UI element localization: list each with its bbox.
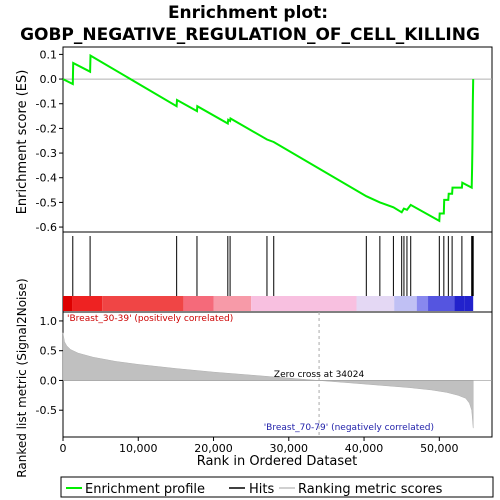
enrichment-profile-line <box>62 53 475 223</box>
metric-y-tick-label: 0.5 <box>40 345 58 358</box>
x-tick-label: 40,000 <box>345 442 384 455</box>
x-axis-label: Rank in Ordered Dataset <box>197 454 358 469</box>
rank-bar-segment <box>63 296 73 311</box>
legend-enrichment-label: Enrichment profile <box>85 482 205 497</box>
x-tick-label: 10,000 <box>119 442 158 455</box>
es-y-tick-label: -0.3 <box>36 147 57 160</box>
rank-bar-segment <box>416 296 429 311</box>
rank-bar-segment <box>464 296 474 311</box>
es-y-tick-label: -0.6 <box>36 221 57 234</box>
legend-hits-label: Hits <box>249 482 274 497</box>
metric-y-tick-label: -0.5 <box>36 404 57 417</box>
rank-bar-segment <box>394 296 417 311</box>
legend-metric-label: Ranking metric scores <box>298 482 443 497</box>
rank-bar-segment <box>213 296 252 311</box>
x-tick-label: 30,000 <box>270 442 309 455</box>
rank-bar-segment <box>251 296 357 311</box>
es-y-axis-label: Enrichment score (ES) <box>15 70 30 215</box>
hits-marks <box>72 236 474 296</box>
es-panel-frame <box>62 46 493 233</box>
metric-y-axis-label: Ranked list metric (Signal2Noise) <box>15 278 29 477</box>
rank-bar-segment <box>454 296 465 311</box>
legend-box <box>60 476 494 498</box>
rank-bar-segment <box>356 296 395 311</box>
x-tick-label: 20,000 <box>194 442 233 455</box>
rank-bar-segment <box>428 296 455 311</box>
es-y-tick-label: -0.2 <box>36 122 57 135</box>
metric-y-tick-label: 0.0 <box>40 374 58 387</box>
negative-correlation-label: 'Breast_70-79' (negatively correlated) <box>264 423 434 433</box>
rank-bar-segment <box>72 296 103 311</box>
es-y-tick-label: -0.4 <box>36 172 57 185</box>
x-tick-label: 50,000 <box>420 442 459 455</box>
es-y-tick-label: 0.0 <box>40 73 58 86</box>
x-tick-label: 0 <box>60 442 67 455</box>
rank-bar-segment <box>102 296 184 311</box>
chart-title-line2: GOBP_NEGATIVE_REGULATION_OF_CELL_KILLING <box>20 25 480 45</box>
zero-cross-label: Zero cross at 34024 <box>274 370 365 380</box>
x-axis-ticks: 0 10,000 20,000 30,000 40,000 50,000 <box>60 437 459 455</box>
es-y-tick-label: 0.1 <box>40 48 58 61</box>
metric-y-ticks: 1.0 0.5 0.0 -0.5 <box>36 315 63 417</box>
es-y-tick-label: -0.1 <box>36 98 57 111</box>
es-y-ticks: 0.1 0.0 -0.1 -0.2 -0.3 -0.4 -0.5 -0.6 <box>36 48 63 234</box>
es-y-tick-label: -0.5 <box>36 196 57 209</box>
chart-title-line1: Enrichment plot: <box>168 3 328 23</box>
rank-bar-segment <box>183 296 214 311</box>
rank-color-bar <box>63 296 474 311</box>
positive-correlation-label: 'Breast_30-39' (positively correlated) <box>67 314 233 324</box>
metric-y-tick-label: 1.0 <box>40 315 58 328</box>
